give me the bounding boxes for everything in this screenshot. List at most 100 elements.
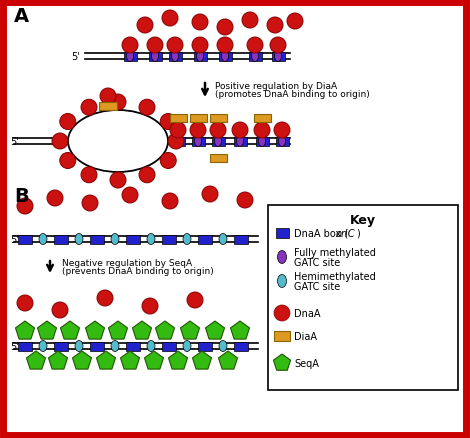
- Polygon shape: [120, 351, 140, 369]
- Text: Positive regulation by DiaA: Positive regulation by DiaA: [215, 82, 337, 91]
- Polygon shape: [86, 321, 104, 339]
- Text: Negative regulation by SeqA: Negative regulation by SeqA: [62, 258, 192, 267]
- Bar: [54, 235, 68, 244]
- Bar: [249, 53, 261, 61]
- Polygon shape: [133, 321, 151, 339]
- Circle shape: [287, 14, 303, 30]
- Circle shape: [192, 38, 208, 54]
- Polygon shape: [205, 321, 225, 339]
- Circle shape: [210, 123, 226, 139]
- Bar: [234, 137, 246, 146]
- Circle shape: [17, 198, 33, 215]
- Polygon shape: [96, 351, 116, 369]
- Bar: [99, 103, 117, 111]
- Polygon shape: [109, 321, 127, 339]
- Circle shape: [110, 95, 126, 111]
- Circle shape: [162, 194, 178, 209]
- Text: DiaA: DiaA: [294, 331, 317, 341]
- Polygon shape: [219, 351, 237, 369]
- Text: GATC site: GATC site: [294, 258, 340, 267]
- Ellipse shape: [274, 51, 282, 62]
- Ellipse shape: [39, 341, 47, 352]
- Bar: [198, 342, 212, 351]
- Polygon shape: [193, 351, 212, 369]
- Bar: [276, 229, 289, 238]
- Text: 5': 5': [10, 137, 19, 147]
- Circle shape: [60, 153, 76, 169]
- Bar: [234, 235, 248, 244]
- Polygon shape: [61, 321, 79, 339]
- Ellipse shape: [236, 136, 243, 147]
- Text: B: B: [14, 187, 29, 205]
- Bar: [191, 137, 204, 146]
- Ellipse shape: [68, 111, 168, 173]
- Circle shape: [232, 123, 248, 139]
- Bar: [124, 53, 136, 61]
- Bar: [170, 115, 187, 123]
- Bar: [54, 342, 68, 351]
- Text: 5': 5': [10, 234, 19, 244]
- Polygon shape: [38, 321, 56, 339]
- Ellipse shape: [39, 234, 47, 245]
- Bar: [162, 342, 176, 351]
- Text: (prevents DnaA binding to origin): (prevents DnaA binding to origin): [62, 266, 214, 276]
- Polygon shape: [72, 351, 92, 369]
- Text: DnaA box (: DnaA box (: [294, 229, 348, 238]
- Polygon shape: [180, 321, 199, 339]
- Bar: [18, 342, 32, 351]
- Text: Fully methylated: Fully methylated: [294, 247, 376, 258]
- Ellipse shape: [195, 136, 202, 147]
- Circle shape: [142, 298, 158, 314]
- Text: Key: Key: [350, 213, 376, 226]
- Text: A: A: [14, 7, 29, 26]
- Bar: [90, 235, 104, 244]
- Ellipse shape: [126, 51, 133, 62]
- Circle shape: [274, 305, 290, 321]
- Bar: [268, 205, 458, 390]
- Bar: [198, 235, 212, 244]
- Ellipse shape: [172, 51, 179, 62]
- Circle shape: [122, 187, 138, 204]
- Polygon shape: [144, 351, 164, 369]
- Circle shape: [192, 15, 208, 31]
- Circle shape: [60, 114, 76, 130]
- Circle shape: [274, 123, 290, 139]
- Bar: [172, 137, 185, 146]
- Circle shape: [202, 187, 218, 202]
- Bar: [169, 53, 181, 61]
- Circle shape: [254, 123, 270, 139]
- Circle shape: [237, 193, 253, 208]
- Ellipse shape: [214, 136, 221, 147]
- Polygon shape: [16, 321, 34, 339]
- Bar: [194, 53, 206, 61]
- Ellipse shape: [183, 341, 191, 352]
- Bar: [272, 53, 284, 61]
- Circle shape: [52, 134, 68, 150]
- Ellipse shape: [75, 341, 83, 352]
- Ellipse shape: [111, 234, 119, 245]
- Ellipse shape: [277, 275, 287, 288]
- Circle shape: [139, 167, 155, 184]
- Text: ): ): [356, 229, 360, 238]
- Polygon shape: [156, 321, 174, 339]
- Circle shape: [147, 38, 163, 54]
- Circle shape: [267, 18, 283, 34]
- Circle shape: [247, 38, 263, 54]
- Circle shape: [122, 38, 138, 54]
- Ellipse shape: [111, 341, 119, 352]
- Ellipse shape: [147, 341, 155, 352]
- Bar: [162, 235, 176, 244]
- Text: (promotes DnaA binding to origin): (promotes DnaA binding to origin): [215, 90, 370, 99]
- Circle shape: [137, 18, 153, 34]
- Polygon shape: [274, 354, 290, 371]
- Ellipse shape: [75, 234, 83, 245]
- Circle shape: [82, 195, 98, 212]
- Text: Hemimethylated: Hemimethylated: [294, 272, 376, 281]
- Circle shape: [97, 290, 113, 306]
- Ellipse shape: [147, 234, 155, 245]
- Circle shape: [270, 38, 286, 54]
- Ellipse shape: [219, 341, 227, 352]
- Circle shape: [170, 123, 186, 139]
- Circle shape: [139, 100, 155, 116]
- Text: GATC site: GATC site: [294, 281, 340, 291]
